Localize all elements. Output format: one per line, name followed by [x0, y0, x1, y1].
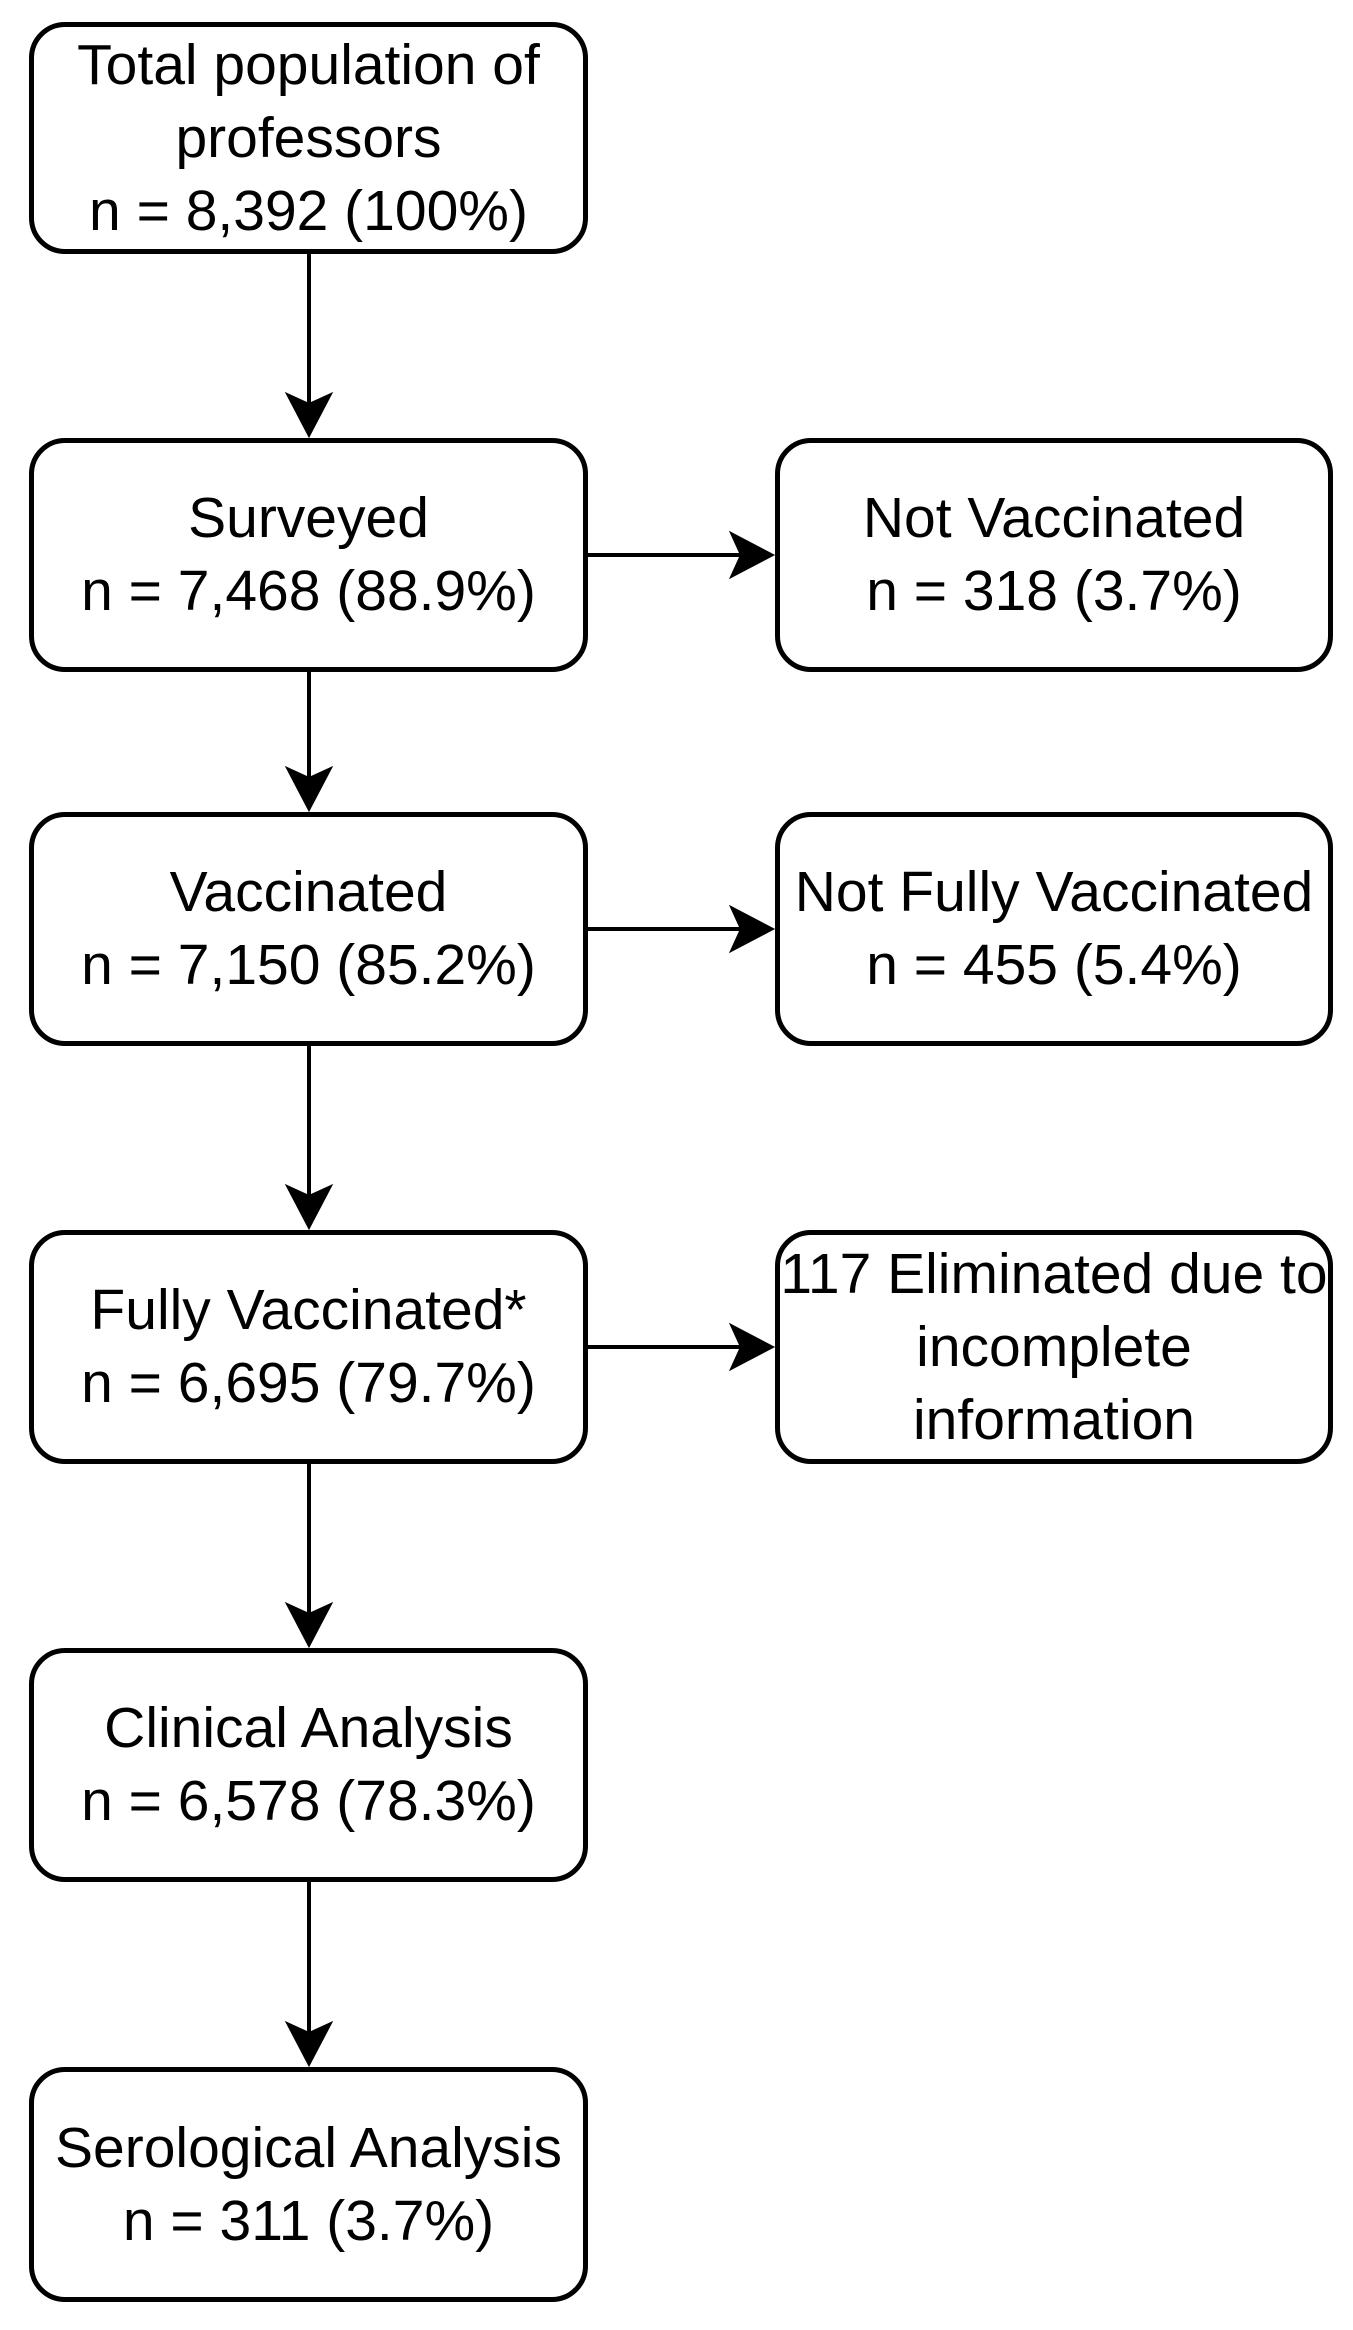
node-fully-vaccinated: Fully Vaccinated* n = 6,695 (79.7%) [29, 1230, 588, 1464]
node-not-fully-vaccinated-label: Not Fully Vaccinated [794, 860, 1314, 924]
node-total-population-label: Total population of [77, 32, 540, 97]
node-total-population: Total population of professors n = 8,392… [29, 22, 588, 254]
node-vaccinated-count: n = 7,150 (85.2%) [81, 933, 536, 997]
node-surveyed: Surveyed n = 7,468 (88.9%) [29, 438, 588, 672]
arrow-vaccinated-to-fully [284, 1046, 334, 1231]
node-not-vaccinated: Not Vaccinated n = 318 (3.7%) [775, 438, 1333, 672]
node-eliminated-label2: incomplete [916, 1314, 1192, 1379]
node-fully-vaccinated-count: n = 6,695 (79.7%) [81, 1351, 536, 1415]
arrow-surveyed-to-not-vaccinated [588, 530, 776, 580]
node-not-fully-vaccinated-count: n = 455 (5.4%) [866, 933, 1242, 997]
node-vaccinated-label: Vaccinated [169, 860, 448, 924]
node-vaccinated: Vaccinated n = 7,150 (85.2%) [29, 812, 588, 1046]
node-clinical-analysis: Clinical Analysis n = 6,578 (78.3%) [29, 1648, 588, 1882]
node-fully-vaccinated-label: Fully Vaccinated* [90, 1278, 527, 1342]
node-serological-analysis-count: n = 311 (3.7%) [122, 2188, 495, 2253]
node-eliminated-label: 117 Eliminated due to [780, 1241, 1328, 1306]
arrow-clinical-to-serological [284, 1882, 334, 2068]
node-eliminated: 117 Eliminated due to incomplete informa… [775, 1230, 1333, 1464]
node-surveyed-label: Surveyed [188, 486, 429, 550]
node-not-vaccinated-count: n = 318 (3.7%) [866, 559, 1242, 623]
node-not-fully-vaccinated: Not Fully Vaccinated n = 455 (5.4%) [775, 812, 1333, 1046]
arrow-vaccinated-to-not-fully [588, 904, 776, 954]
node-surveyed-count: n = 7,468 (88.9%) [81, 559, 536, 623]
node-total-population-label2: professors [175, 105, 442, 170]
node-clinical-analysis-label: Clinical Analysis [104, 1696, 513, 1760]
arrow-fully-to-eliminated [588, 1322, 776, 1372]
arrow-surveyed-to-vaccinated [284, 672, 334, 813]
node-total-population-count: n = 8,392 (100%) [89, 178, 528, 243]
arrow-fully-to-clinical [284, 1464, 334, 1649]
node-not-vaccinated-label: Not Vaccinated [862, 486, 1246, 550]
arrow-total-to-surveyed [284, 253, 334, 439]
node-clinical-analysis-count: n = 6,578 (78.3%) [81, 1769, 536, 1833]
node-serological-analysis-label: Serological Analysis [55, 2115, 562, 2180]
node-eliminated-label3: information [913, 1387, 1195, 1452]
node-serological-analysis: Serological Analysis n = 311 (3.7%) [29, 2067, 588, 2302]
